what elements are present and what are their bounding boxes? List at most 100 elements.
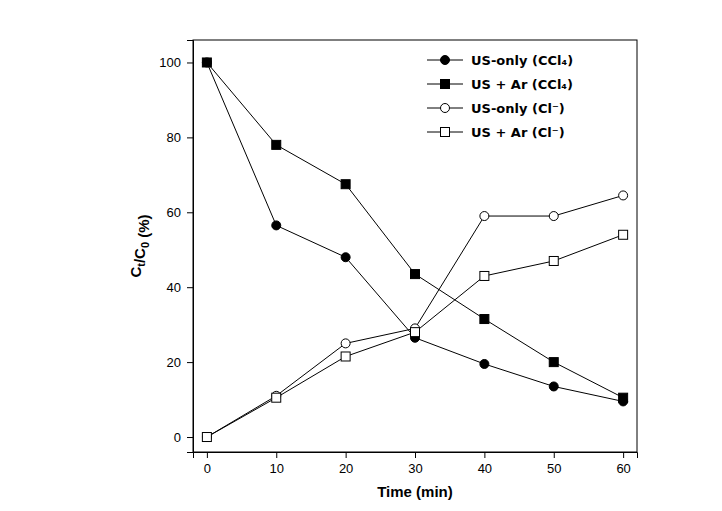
marker-group — [549, 382, 558, 391]
x-axis-title: Time (min) — [377, 483, 453, 500]
tick-label: 20 — [339, 461, 353, 476]
marker-group — [411, 270, 420, 279]
marker — [411, 270, 420, 279]
marker-group — [619, 393, 628, 402]
tick-mark — [484, 452, 485, 458]
tick-mark — [554, 452, 555, 458]
marker — [619, 230, 628, 239]
marker — [341, 180, 350, 189]
tick-label: 100 — [159, 55, 181, 70]
marker — [549, 256, 558, 265]
tick-mark — [415, 452, 416, 458]
tick: 40 — [167, 280, 193, 295]
tick: 20 — [339, 452, 353, 476]
marker-group — [619, 230, 628, 239]
plot-frame — [193, 40, 637, 452]
tick-label: 50 — [547, 461, 561, 476]
marker-group — [619, 191, 628, 200]
legend-entry: US + Ar (Cl⁻) — [427, 125, 565, 140]
marker-group — [480, 271, 489, 280]
marker — [202, 58, 211, 67]
legend-label: US + Ar (CCl₄) — [471, 77, 573, 92]
tick: 80 — [167, 130, 193, 145]
marker — [202, 433, 211, 442]
tick-mark — [207, 452, 208, 458]
tick-label: 40 — [167, 280, 181, 295]
tick-mark — [187, 437, 193, 438]
tick-label: 80 — [167, 130, 181, 145]
legend-marker-group — [441, 104, 450, 113]
legend-entry: US-only (CCl₄) — [427, 53, 573, 68]
marker-group — [341, 352, 350, 361]
marker — [272, 393, 281, 402]
legend-marker-group — [441, 80, 450, 89]
series-line — [207, 195, 623, 437]
marker-group — [480, 212, 489, 221]
tick-mark — [187, 212, 193, 213]
marker — [202, 433, 211, 442]
marker — [480, 359, 489, 368]
series-line — [207, 62, 623, 397]
marker-group — [341, 180, 350, 189]
marker-group — [202, 58, 211, 67]
marker — [341, 253, 350, 262]
marker — [480, 271, 489, 280]
legend-marker — [441, 104, 450, 113]
tick-label: 10 — [270, 461, 284, 476]
marker-group — [202, 433, 211, 442]
legend-marker — [441, 128, 450, 137]
marker — [549, 212, 558, 221]
legend-label: US + Ar (Cl⁻) — [471, 125, 565, 140]
tick-mark — [187, 362, 193, 363]
tick: 20 — [167, 355, 193, 370]
tick-mark — [346, 452, 347, 458]
marker — [619, 393, 628, 402]
legend-entry: US-only (Cl⁻) — [427, 101, 565, 116]
marker — [272, 221, 281, 230]
marker — [549, 358, 558, 367]
marker — [619, 191, 628, 200]
marker — [341, 339, 350, 348]
tick-label: 60 — [167, 205, 181, 220]
tick: 60 — [167, 205, 193, 220]
legend-marker — [441, 80, 450, 89]
tick: 50 — [547, 452, 561, 476]
legend-label: US-only (CCl₄) — [471, 53, 573, 68]
tick-mark — [276, 452, 277, 458]
legend-label: US-only (Cl⁻) — [471, 101, 565, 116]
tick-label: 0 — [174, 430, 181, 445]
tick-label: 40 — [478, 461, 492, 476]
y-axis-title: Ct/C0 (%) — [127, 214, 152, 277]
tick-mark — [187, 137, 193, 138]
marker-group — [202, 433, 211, 442]
marker-group — [411, 328, 420, 337]
marker-group — [341, 339, 350, 348]
marker-group — [480, 359, 489, 368]
marker-group — [549, 256, 558, 265]
marker-group — [480, 315, 489, 324]
marker-group — [272, 393, 281, 402]
tick-label: 0 — [204, 461, 211, 476]
tick: 40 — [478, 452, 492, 476]
legend-marker — [441, 56, 450, 65]
legend: US-only (CCl₄) US + Ar (CCl₄) US-only (Cl⁻… — [427, 53, 573, 140]
marker — [480, 212, 489, 221]
tick: 0 — [174, 430, 193, 445]
marker-group — [549, 358, 558, 367]
marker-group — [549, 212, 558, 221]
marker — [341, 352, 350, 361]
marker — [549, 382, 558, 391]
marker-group — [202, 58, 211, 67]
legend-marker-group — [441, 128, 450, 137]
plot: 0102030405060020406080100US-only (CCl₄)U… — [159, 40, 637, 476]
tick-label: 60 — [616, 461, 630, 476]
legend-entry: US + Ar (CCl₄) — [427, 77, 573, 92]
tick-mark — [187, 62, 193, 63]
tick-mark — [187, 287, 193, 288]
legend-marker-group — [441, 56, 450, 65]
series-line — [207, 62, 623, 401]
tick-label: 20 — [167, 355, 181, 370]
tick-mark — [623, 452, 624, 458]
axis-line — [194, 453, 638, 459]
axis-line — [187, 41, 194, 453]
